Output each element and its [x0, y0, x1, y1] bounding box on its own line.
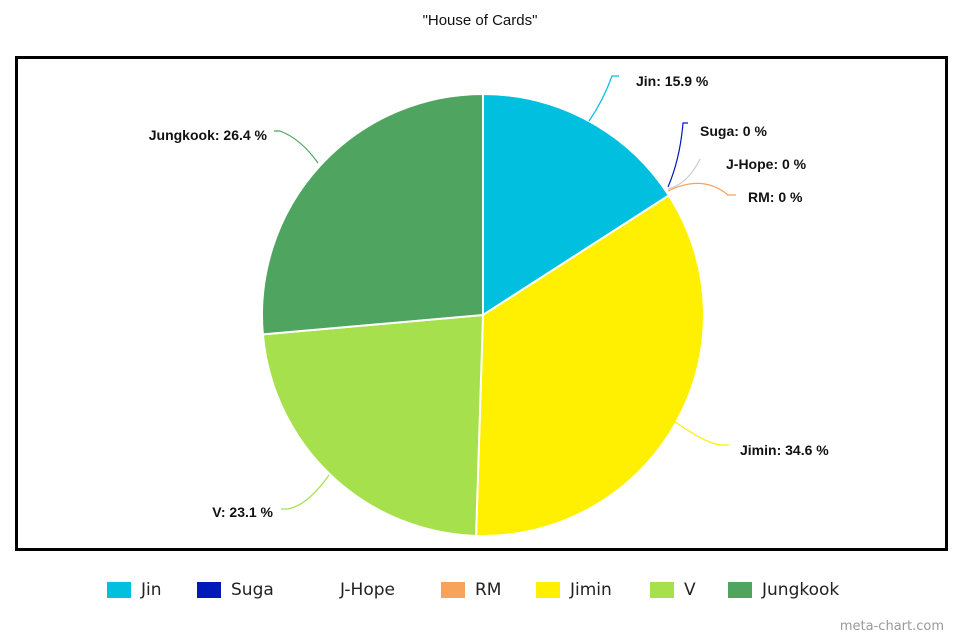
legend-item-suga[interactable]: Suga	[197, 578, 274, 602]
legend-swatch-jimin	[536, 582, 560, 598]
legend-swatch-j-hope	[306, 582, 330, 598]
connector-jimin	[673, 420, 729, 446]
legend-swatch-jungkook	[728, 582, 752, 598]
chart-title: "House of Cards"	[422, 12, 538, 29]
legend-swatch-v	[650, 582, 674, 598]
legend-item-jimin[interactable]: Jimin	[536, 578, 612, 602]
legend-label-suga: Suga	[231, 580, 274, 600]
slice-label-suga: Suga: 0 %	[700, 123, 767, 139]
pie-slice-jungkook[interactable]	[261, 92, 484, 336]
legend-label-j-hope: J-Hope	[340, 580, 395, 600]
legend-label-v: V	[684, 580, 696, 600]
legend: Jin Suga J-Hope RM Jimin V Jungkook	[0, 578, 960, 602]
connector-suga	[667, 122, 688, 188]
legend-item-rm[interactable]: RM	[441, 578, 501, 602]
connector-jungkook	[274, 130, 319, 164]
slice-label-jimin: Jimin: 34.6 %	[740, 442, 829, 458]
slice-label-v: V: 23.1 %	[212, 504, 273, 520]
connector-rm	[667, 182, 736, 196]
connector-jin	[588, 75, 619, 122]
pie-slice-jin[interactable]	[482, 92, 671, 317]
legend-swatch-jin	[107, 582, 131, 598]
legend-label-rm: RM	[475, 580, 502, 600]
slice-label-j-hope: J-Hope: 0 %	[726, 156, 807, 172]
legend-item-jungkook[interactable]: Jungkook	[728, 578, 839, 602]
legend-swatch-suga	[197, 582, 221, 598]
legend-label-jungkook: Jungkook	[762, 580, 840, 600]
connector-j-hope	[667, 158, 701, 190]
plot-area: Jin: 15.9 % Suga: 0 % J-Hope: 0 % RM: 0 % Ji…	[15, 56, 948, 551]
legend-label-jin: Jin	[141, 580, 162, 600]
legend-item-v[interactable]: V	[650, 578, 696, 602]
slice-label-jungkook: Jungkook: 26.4 %	[149, 127, 268, 143]
legend-item-jin[interactable]: Jin	[107, 578, 162, 602]
slice-label-rm: RM: 0 %	[748, 189, 803, 205]
legend-label-jimin: Jimin	[570, 580, 612, 600]
pie-slice-jimin[interactable]	[475, 194, 705, 537]
watermark-text: meta-chart.com	[839, 619, 944, 634]
pie-chart: Jin: 15.9 % Suga: 0 % J-Hope: 0 % RM: 0 % Ji…	[149, 73, 829, 537]
slice-label-jin: Jin: 15.9 %	[636, 73, 709, 89]
pie-slice-v[interactable]	[261, 313, 485, 537]
connector-v	[281, 474, 330, 510]
legend-swatch-rm	[441, 582, 465, 598]
legend-item-j-hope[interactable]: J-Hope	[306, 578, 395, 602]
